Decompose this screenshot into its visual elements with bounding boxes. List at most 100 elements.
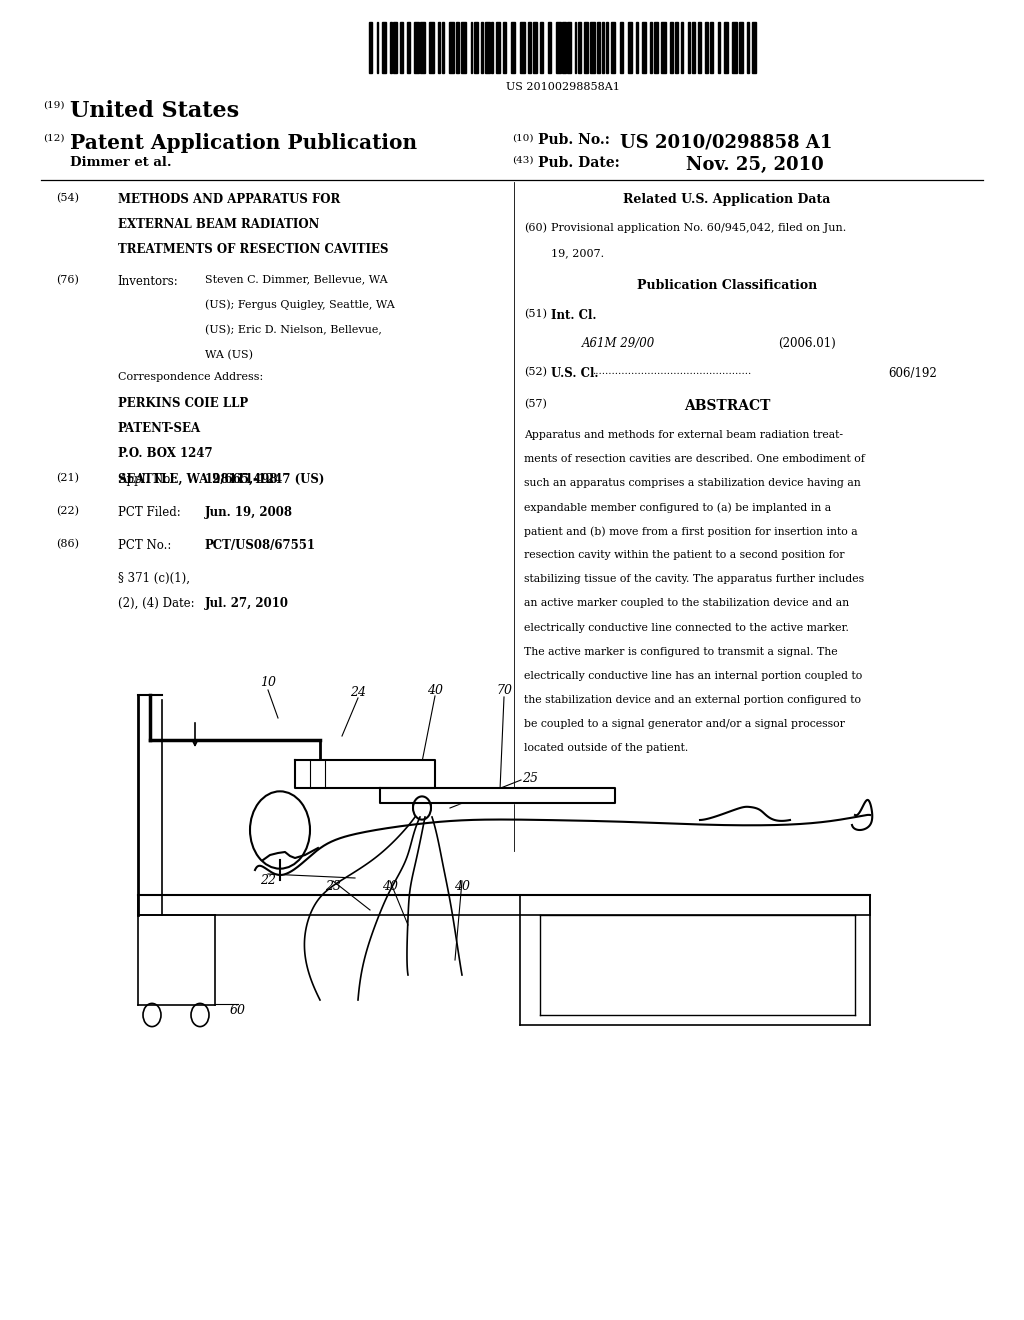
Bar: [520, 22, 524, 73]
Text: (12): (12): [43, 133, 65, 143]
Text: located outside of the patient.: located outside of the patient.: [524, 743, 688, 752]
Text: (60): (60): [524, 223, 547, 234]
Text: METHODS AND APPARATUS FOR: METHODS AND APPARATUS FOR: [118, 193, 340, 206]
Text: expandable member configured to (a) be implanted in a: expandable member configured to (a) be i…: [524, 503, 831, 513]
Bar: [597, 22, 600, 73]
Text: (2006.01): (2006.01): [778, 337, 836, 350]
Text: be coupled to a signal generator and/or a signal processor: be coupled to a signal generator and/or …: [524, 718, 845, 729]
Text: 25: 25: [522, 771, 538, 784]
Bar: [688, 22, 690, 73]
Bar: [748, 22, 749, 73]
Text: 70: 70: [496, 684, 512, 697]
Text: (19): (19): [43, 100, 65, 110]
Bar: [732, 22, 736, 73]
Bar: [671, 22, 673, 73]
Text: PCT No.:: PCT No.:: [118, 539, 171, 552]
Bar: [574, 22, 577, 73]
Text: SEATTLE, WA 98111-1247 (US): SEATTLE, WA 98111-1247 (US): [118, 473, 325, 486]
Text: Related U.S. Application Data: Related U.S. Application Data: [624, 193, 830, 206]
Text: electrically conductive line connected to the active marker.: electrically conductive line connected t…: [524, 623, 849, 632]
Text: Nov. 25, 2010: Nov. 25, 2010: [686, 156, 824, 174]
Bar: [429, 22, 434, 73]
Bar: [504, 22, 506, 73]
Bar: [449, 22, 454, 73]
Bar: [485, 22, 489, 73]
Bar: [461, 22, 466, 73]
Text: 40: 40: [382, 880, 398, 894]
Bar: [562, 22, 566, 73]
Text: (51): (51): [524, 309, 547, 319]
Text: US 20100298858A1: US 20100298858A1: [506, 82, 621, 92]
Bar: [474, 22, 478, 73]
Bar: [692, 22, 695, 73]
Text: (22): (22): [56, 506, 79, 516]
Text: 60: 60: [230, 1003, 246, 1016]
Bar: [739, 22, 742, 73]
Text: 24: 24: [350, 685, 366, 698]
Text: PATENT-SEA: PATENT-SEA: [118, 422, 201, 436]
Bar: [534, 22, 537, 73]
Polygon shape: [380, 788, 615, 803]
Bar: [437, 22, 440, 73]
Text: resection cavity within the patient to a second position for: resection cavity within the patient to a…: [524, 550, 845, 561]
Bar: [752, 22, 756, 73]
Text: Pub. No.:: Pub. No.:: [538, 133, 609, 148]
Text: stabilizing tissue of the cavity. The apparatus further includes: stabilizing tissue of the cavity. The ap…: [524, 574, 864, 585]
Text: (57): (57): [524, 399, 547, 409]
Bar: [420, 22, 425, 73]
Text: Pub. Date:: Pub. Date:: [538, 156, 620, 170]
Bar: [711, 22, 713, 73]
Bar: [471, 22, 472, 73]
Bar: [718, 22, 720, 73]
Bar: [407, 22, 411, 73]
Bar: [369, 22, 373, 73]
Text: PERKINS COIE LLP: PERKINS COIE LLP: [118, 397, 248, 411]
Bar: [584, 22, 589, 73]
Text: Int. Cl.: Int. Cl.: [551, 309, 596, 322]
Text: (54): (54): [56, 193, 79, 203]
Text: Dimmer et al.: Dimmer et al.: [70, 156, 171, 169]
Text: United States: United States: [70, 100, 239, 123]
Bar: [548, 22, 551, 73]
Bar: [620, 22, 624, 73]
Bar: [390, 22, 392, 73]
Bar: [556, 22, 560, 73]
Bar: [497, 22, 500, 73]
Bar: [653, 22, 658, 73]
Text: 23: 23: [325, 880, 341, 894]
Bar: [540, 22, 543, 73]
Text: Apparatus and methods for external beam radiation treat-: Apparatus and methods for external beam …: [524, 430, 844, 441]
Text: WA (US): WA (US): [205, 350, 253, 360]
Text: EXTERNAL BEAM RADIATION: EXTERNAL BEAM RADIATION: [118, 218, 319, 231]
Text: Jul. 27, 2010: Jul. 27, 2010: [205, 597, 289, 610]
Text: A61M 29/00: A61M 29/00: [582, 337, 655, 350]
Bar: [681, 22, 683, 73]
Text: Jun. 19, 2008: Jun. 19, 2008: [205, 506, 293, 519]
Bar: [610, 22, 615, 73]
Text: .................................................: ........................................…: [592, 367, 752, 376]
Text: ABSTRACT: ABSTRACT: [684, 399, 770, 413]
Bar: [481, 22, 483, 73]
Bar: [636, 22, 638, 73]
Text: (2), (4) Date:: (2), (4) Date:: [118, 597, 195, 610]
Text: patient and (b) move from a first position for insertion into a: patient and (b) move from a first positi…: [524, 527, 858, 537]
Text: (21): (21): [56, 473, 79, 483]
Text: (52): (52): [524, 367, 547, 378]
Text: (76): (76): [56, 275, 79, 285]
Text: such an apparatus comprises a stabilization device having an: such an apparatus comprises a stabilizat…: [524, 478, 861, 488]
Text: PCT/US08/67551: PCT/US08/67551: [205, 539, 315, 552]
Bar: [706, 22, 708, 73]
Bar: [642, 22, 646, 73]
Text: 12/665,498: 12/665,498: [205, 473, 279, 486]
Bar: [492, 22, 493, 73]
Text: U.S. Cl.: U.S. Cl.: [551, 367, 598, 380]
Text: Appl. No.:: Appl. No.:: [118, 473, 177, 486]
Text: TREATMENTS OF RESECTION CAVITIES: TREATMENTS OF RESECTION CAVITIES: [118, 243, 388, 256]
Text: The active marker is configured to transmit a signal. The: The active marker is configured to trans…: [524, 647, 838, 656]
Text: electrically conductive line has an internal portion coupled to: electrically conductive line has an inte…: [524, 671, 862, 681]
Text: (US); Fergus Quigley, Seattle, WA: (US); Fergus Quigley, Seattle, WA: [205, 300, 394, 310]
Bar: [724, 22, 728, 73]
Bar: [511, 22, 515, 73]
Text: (US); Eric D. Nielson, Bellevue,: (US); Eric D. Nielson, Bellevue,: [205, 325, 382, 335]
Text: Publication Classification: Publication Classification: [637, 279, 817, 292]
